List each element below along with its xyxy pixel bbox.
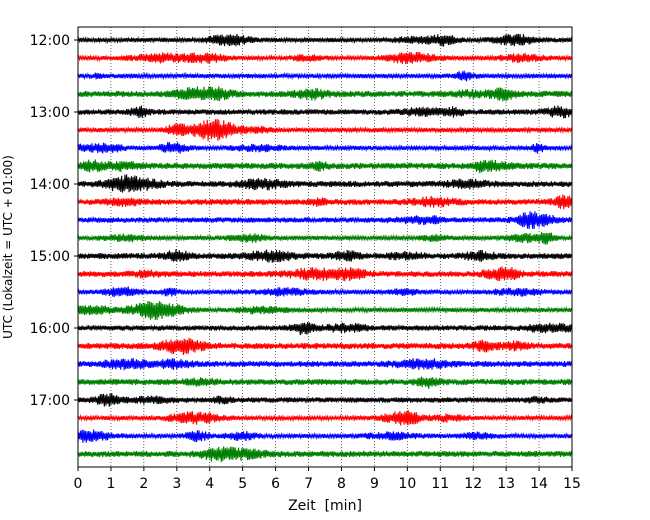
x-tick-label: 11	[431, 476, 449, 492]
seismic-trace	[77, 33, 573, 47]
y-tick-label: 15:00	[30, 249, 70, 265]
x-tick-label: 12	[464, 476, 482, 492]
y-tick-label: 13:00	[30, 105, 70, 121]
seismic-trace	[77, 429, 573, 443]
x-tick-label: 5	[238, 476, 247, 492]
x-tick-label: 1	[106, 476, 115, 492]
seismic-trace	[77, 105, 573, 119]
x-tick-label: 0	[74, 476, 83, 492]
seismic-trace	[77, 194, 573, 210]
x-tick-label: 7	[304, 476, 313, 492]
seismic-traces	[77, 33, 573, 463]
x-tick-label: 15	[563, 476, 581, 492]
x-tick-label: 9	[370, 476, 379, 492]
x-axis-ticks: 0 1 2 3 4 5 6 7 8 9 10 11 12 13 14 15	[74, 467, 581, 492]
seismic-trace	[77, 393, 573, 407]
y-tick-label: 14:00	[30, 177, 70, 193]
seismic-trace	[77, 70, 573, 82]
seismic-trace	[77, 410, 573, 426]
plot-frame	[77, 26, 573, 468]
x-tick-label: 6	[271, 476, 280, 492]
seismic-trace	[77, 118, 573, 142]
x-tick-label: 8	[337, 476, 346, 492]
seismic-trace	[77, 86, 573, 102]
x-tick-label: 10	[398, 476, 416, 492]
y-tick-label: 16:00	[30, 321, 70, 337]
grid-lines	[110, 27, 540, 467]
seismic-trace	[77, 249, 573, 263]
seismic-trace	[77, 266, 573, 282]
x-tick-label: 14	[530, 476, 548, 492]
y-tick-label: 17:00	[30, 393, 70, 409]
seismic-trace	[77, 51, 573, 65]
seismic-trace	[77, 301, 573, 320]
y-axis-label: UTC (Lokalzeit = UTC + 01:00)	[1, 155, 15, 339]
seismic-trace	[77, 446, 573, 463]
seismic-trace	[77, 174, 573, 193]
seismic-trace	[77, 337, 573, 356]
seismic-trace	[77, 159, 573, 174]
x-tick-label: 3	[172, 476, 181, 492]
seismic-trace	[77, 322, 573, 336]
seismic-trace	[77, 211, 573, 230]
y-axis-ticks: 12:00 13:00 14:00 15:00 16:00 17:00	[30, 33, 78, 409]
seismic-trace	[77, 358, 573, 371]
x-axis-label: Zeit [min]	[288, 498, 362, 514]
seismic-trace	[77, 141, 573, 154]
seismic-trace	[77, 286, 573, 298]
x-tick-label: 13	[497, 476, 515, 492]
x-tick-label: 4	[205, 476, 214, 492]
x-tick-label: 2	[139, 476, 148, 492]
seismic-trace	[77, 376, 573, 389]
seismic-trace	[77, 232, 573, 245]
y-tick-label: 12:00	[30, 33, 70, 49]
